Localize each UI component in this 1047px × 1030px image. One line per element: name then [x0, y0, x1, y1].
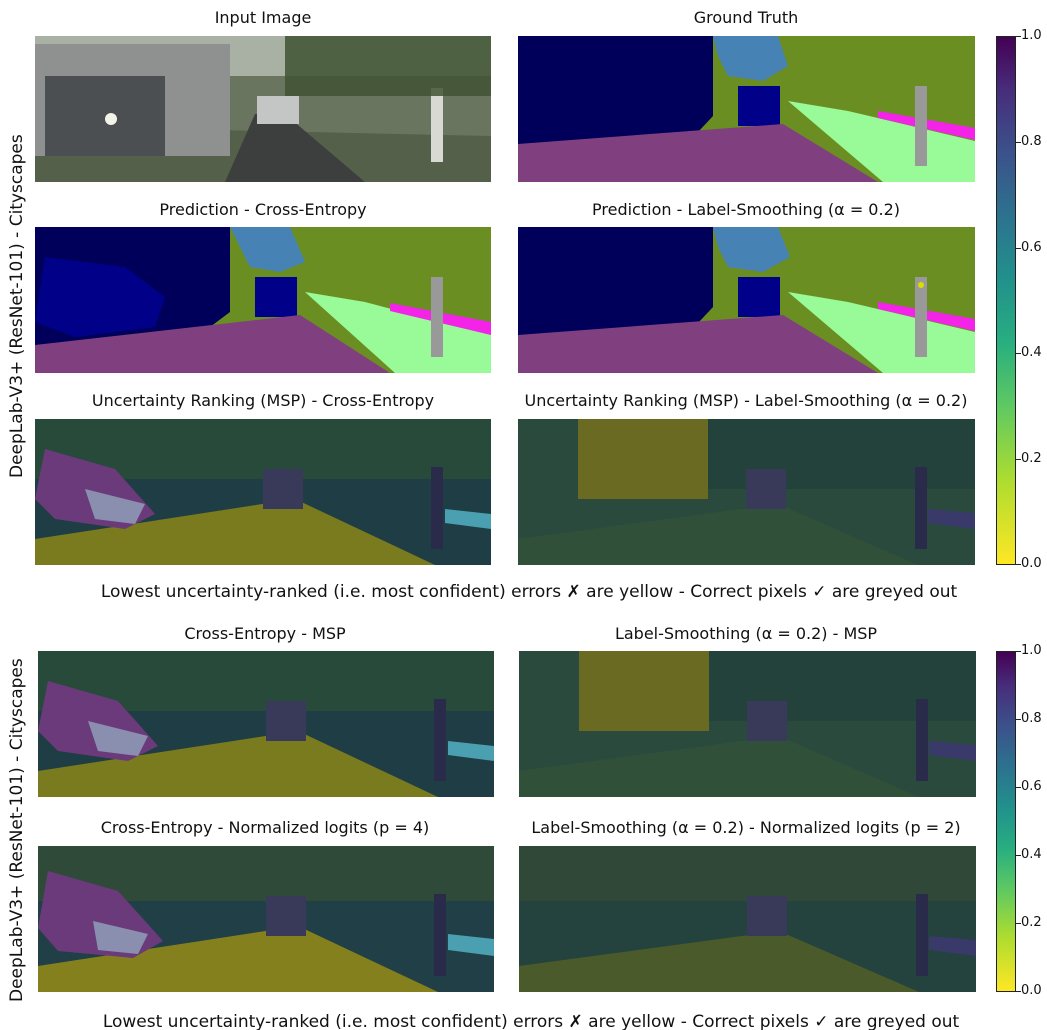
top-colorbar-tickmark [1016, 459, 1021, 460]
top-y-axis-label: DeepLab-V3+ (ResNet-101) - Cityscapes [7, 134, 27, 478]
title-ce-msp: Cross-Entropy - MSP [184, 624, 346, 643]
prediction-label-smoothing [518, 227, 975, 373]
bottom-colorbar [996, 651, 1016, 992]
top-colorbar-tickmark [1016, 142, 1021, 143]
title-ls-normalized: Label-Smoothing (α = 0.2) - Normalized l… [531, 818, 961, 837]
bottom-colorbar-tickmark [1016, 787, 1021, 788]
bottom-colorbar-tickmark [1016, 651, 1021, 652]
uncertainty-map-cross-entropy [35, 419, 491, 565]
bottom-colorbar-tickmark [1016, 991, 1021, 992]
top-colorbar-tick-label: 0.2 [1021, 451, 1042, 466]
ground-truth-map [518, 36, 975, 182]
uncertainty-map-ls-msp [519, 651, 976, 797]
bottom-colorbar-tick-label: 1.0 [1021, 643, 1042, 658]
title-uncertainty-ls: Uncertainty Ranking (MSP) - Label-Smooth… [524, 391, 968, 410]
bottom-colorbar-tick-label: 0.4 [1021, 847, 1042, 862]
title-uncertainty-ce: Uncertainty Ranking (MSP) - Cross-Entrop… [91, 391, 435, 410]
top-caption: Lowest uncertainty-ranked (i.e. most con… [100, 582, 958, 602]
prediction-cross-entropy [35, 227, 491, 373]
top-colorbar-tickmark [1016, 353, 1021, 354]
uncertainty-map-ls-normalized [519, 846, 976, 992]
uncertainty-map-ce-msp [38, 651, 494, 797]
input-image [35, 36, 491, 182]
bottom-colorbar-tickmark [1016, 855, 1021, 856]
bottom-colorbar-tickmark [1016, 923, 1021, 924]
bottom-colorbar-tick-label: 0.6 [1021, 779, 1042, 794]
bottom-colorbar-tick-label: 0.0 [1021, 983, 1042, 998]
top-colorbar [996, 36, 1016, 565]
bottom-y-axis-label: DeepLab-V3+ (ResNet-101) - Cityscapes [7, 658, 27, 1002]
title-input-image: Input Image [214, 8, 312, 27]
title-ce-normalized: Cross-Entropy - Normalized logits (p = 4… [100, 818, 430, 837]
top-colorbar-tick-label: 1.0 [1021, 28, 1042, 43]
top-colorbar-tickmark [1016, 564, 1021, 565]
title-ls-msp: Label-Smoothing (α = 0.2) - MSP [614, 624, 878, 643]
top-colorbar-tickmark [1016, 248, 1021, 249]
top-colorbar-tick-label: 0.6 [1021, 240, 1042, 255]
top-colorbar-tick-label: 0.8 [1021, 134, 1042, 149]
bottom-colorbar-tick-label: 0.2 [1021, 915, 1042, 930]
top-colorbar-tick-label: 0.4 [1021, 345, 1042, 360]
uncertainty-map-label-smoothing [518, 419, 975, 565]
title-ground-truth: Ground Truth [693, 8, 799, 27]
bottom-caption: Lowest uncertainty-ranked (i.e. most con… [102, 1012, 960, 1030]
uncertainty-map-ce-normalized [38, 846, 494, 992]
title-prediction-ce: Prediction - Cross-Entropy [159, 200, 367, 219]
top-colorbar-tick-label: 0.0 [1021, 556, 1042, 571]
bottom-colorbar-tick-label: 0.8 [1021, 711, 1042, 726]
title-prediction-ls: Prediction - Label-Smoothing (α = 0.2) [592, 200, 900, 219]
bottom-colorbar-tickmark [1016, 719, 1021, 720]
top-colorbar-tickmark [1016, 36, 1021, 37]
